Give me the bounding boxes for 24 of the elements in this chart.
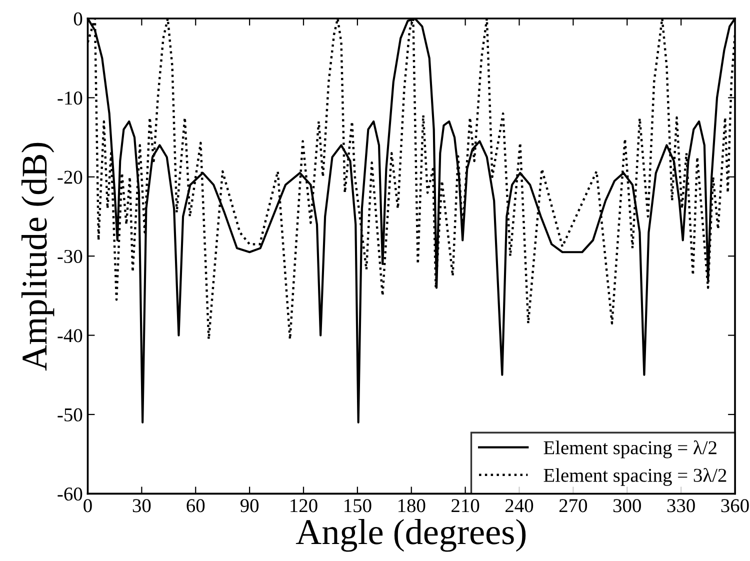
x-tick-label: 30 <box>132 499 151 512</box>
y-tick-label: -40 <box>58 329 82 342</box>
y-tick-label: -60 <box>58 487 82 501</box>
x-tick-label: 180 <box>398 499 426 512</box>
x-tick-label: 150 <box>344 499 372 512</box>
y-axis-title: Amplitude (dB) <box>21 142 54 371</box>
x-tick-label: 0 <box>84 499 92 512</box>
y-tick-label: 0 <box>74 12 82 26</box>
x-tick-label: 330 <box>667 499 695 512</box>
x-tick-label: 60 <box>186 499 205 512</box>
x-tick-label: 120 <box>290 499 318 512</box>
x-tick-label: 210 <box>452 499 480 512</box>
legend-label: Element spacing = 3λ/2 <box>544 468 726 486</box>
x-tick-label: 240 <box>506 499 534 512</box>
legend-label: Element spacing = λ/2 <box>544 440 716 458</box>
x-tick-label: 300 <box>613 499 641 512</box>
y-tick-label: -50 <box>58 408 82 422</box>
x-tick-label: 270 <box>559 499 588 512</box>
y-tick-label: -30 <box>58 250 82 264</box>
x-tick-label: 360 <box>721 499 749 512</box>
y-tick-label: -10 <box>58 92 82 105</box>
x-tick-label: 90 <box>240 499 259 512</box>
x-axis-title: Angle (degrees) <box>296 518 526 552</box>
y-tick-label: -20 <box>58 170 82 184</box>
